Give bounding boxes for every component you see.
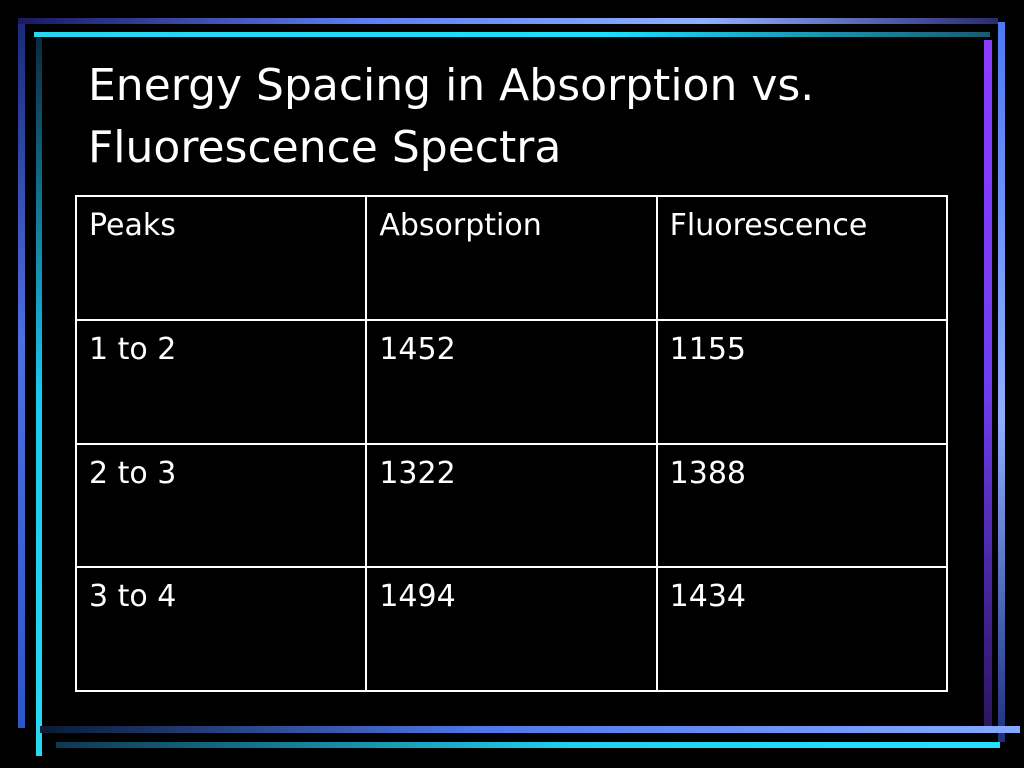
cell-absorption: 1452 [365,318,658,445]
header-cell-fluorescence: Fluorescence [655,195,949,321]
decorative-bar-right-inner [984,40,992,730]
decorative-bar-left-inner [36,38,42,756]
decorative-bar-left-outer [18,24,25,728]
cell-fluorescence: 1434 [655,566,949,692]
decorative-bar-bottom-inner [56,742,1000,748]
table-header-row: Peaks Absorption Fluorescence [74,195,949,321]
header-cell-absorption: Absorption [365,195,658,321]
cell-fluorescence: 1388 [655,442,949,569]
decorative-bar-bottom-outer [40,726,1020,733]
slide-title: Energy Spacing in Absorption vs. Fluores… [88,60,815,173]
cell-absorption: 1322 [365,442,658,569]
decorative-bar-right-outer [998,22,1005,742]
table-row: 2 to 3 1322 1388 [74,442,949,569]
decorative-bar-top-outer [18,18,998,24]
spectra-table: Peaks Absorption Fluorescence 1 to 2 145… [74,195,949,692]
cell-peaks: 3 to 4 [74,566,368,692]
cell-fluorescence: 1155 [655,318,949,445]
cell-peaks: 2 to 3 [74,442,368,569]
table-row: 1 to 2 1452 1155 [74,318,949,445]
cell-peaks: 1 to 2 [74,318,368,445]
decorative-bar-top-inner [34,32,990,37]
cell-absorption: 1494 [365,566,658,692]
header-cell-peaks: Peaks [74,195,368,321]
table-row: 3 to 4 1494 1434 [74,566,949,692]
